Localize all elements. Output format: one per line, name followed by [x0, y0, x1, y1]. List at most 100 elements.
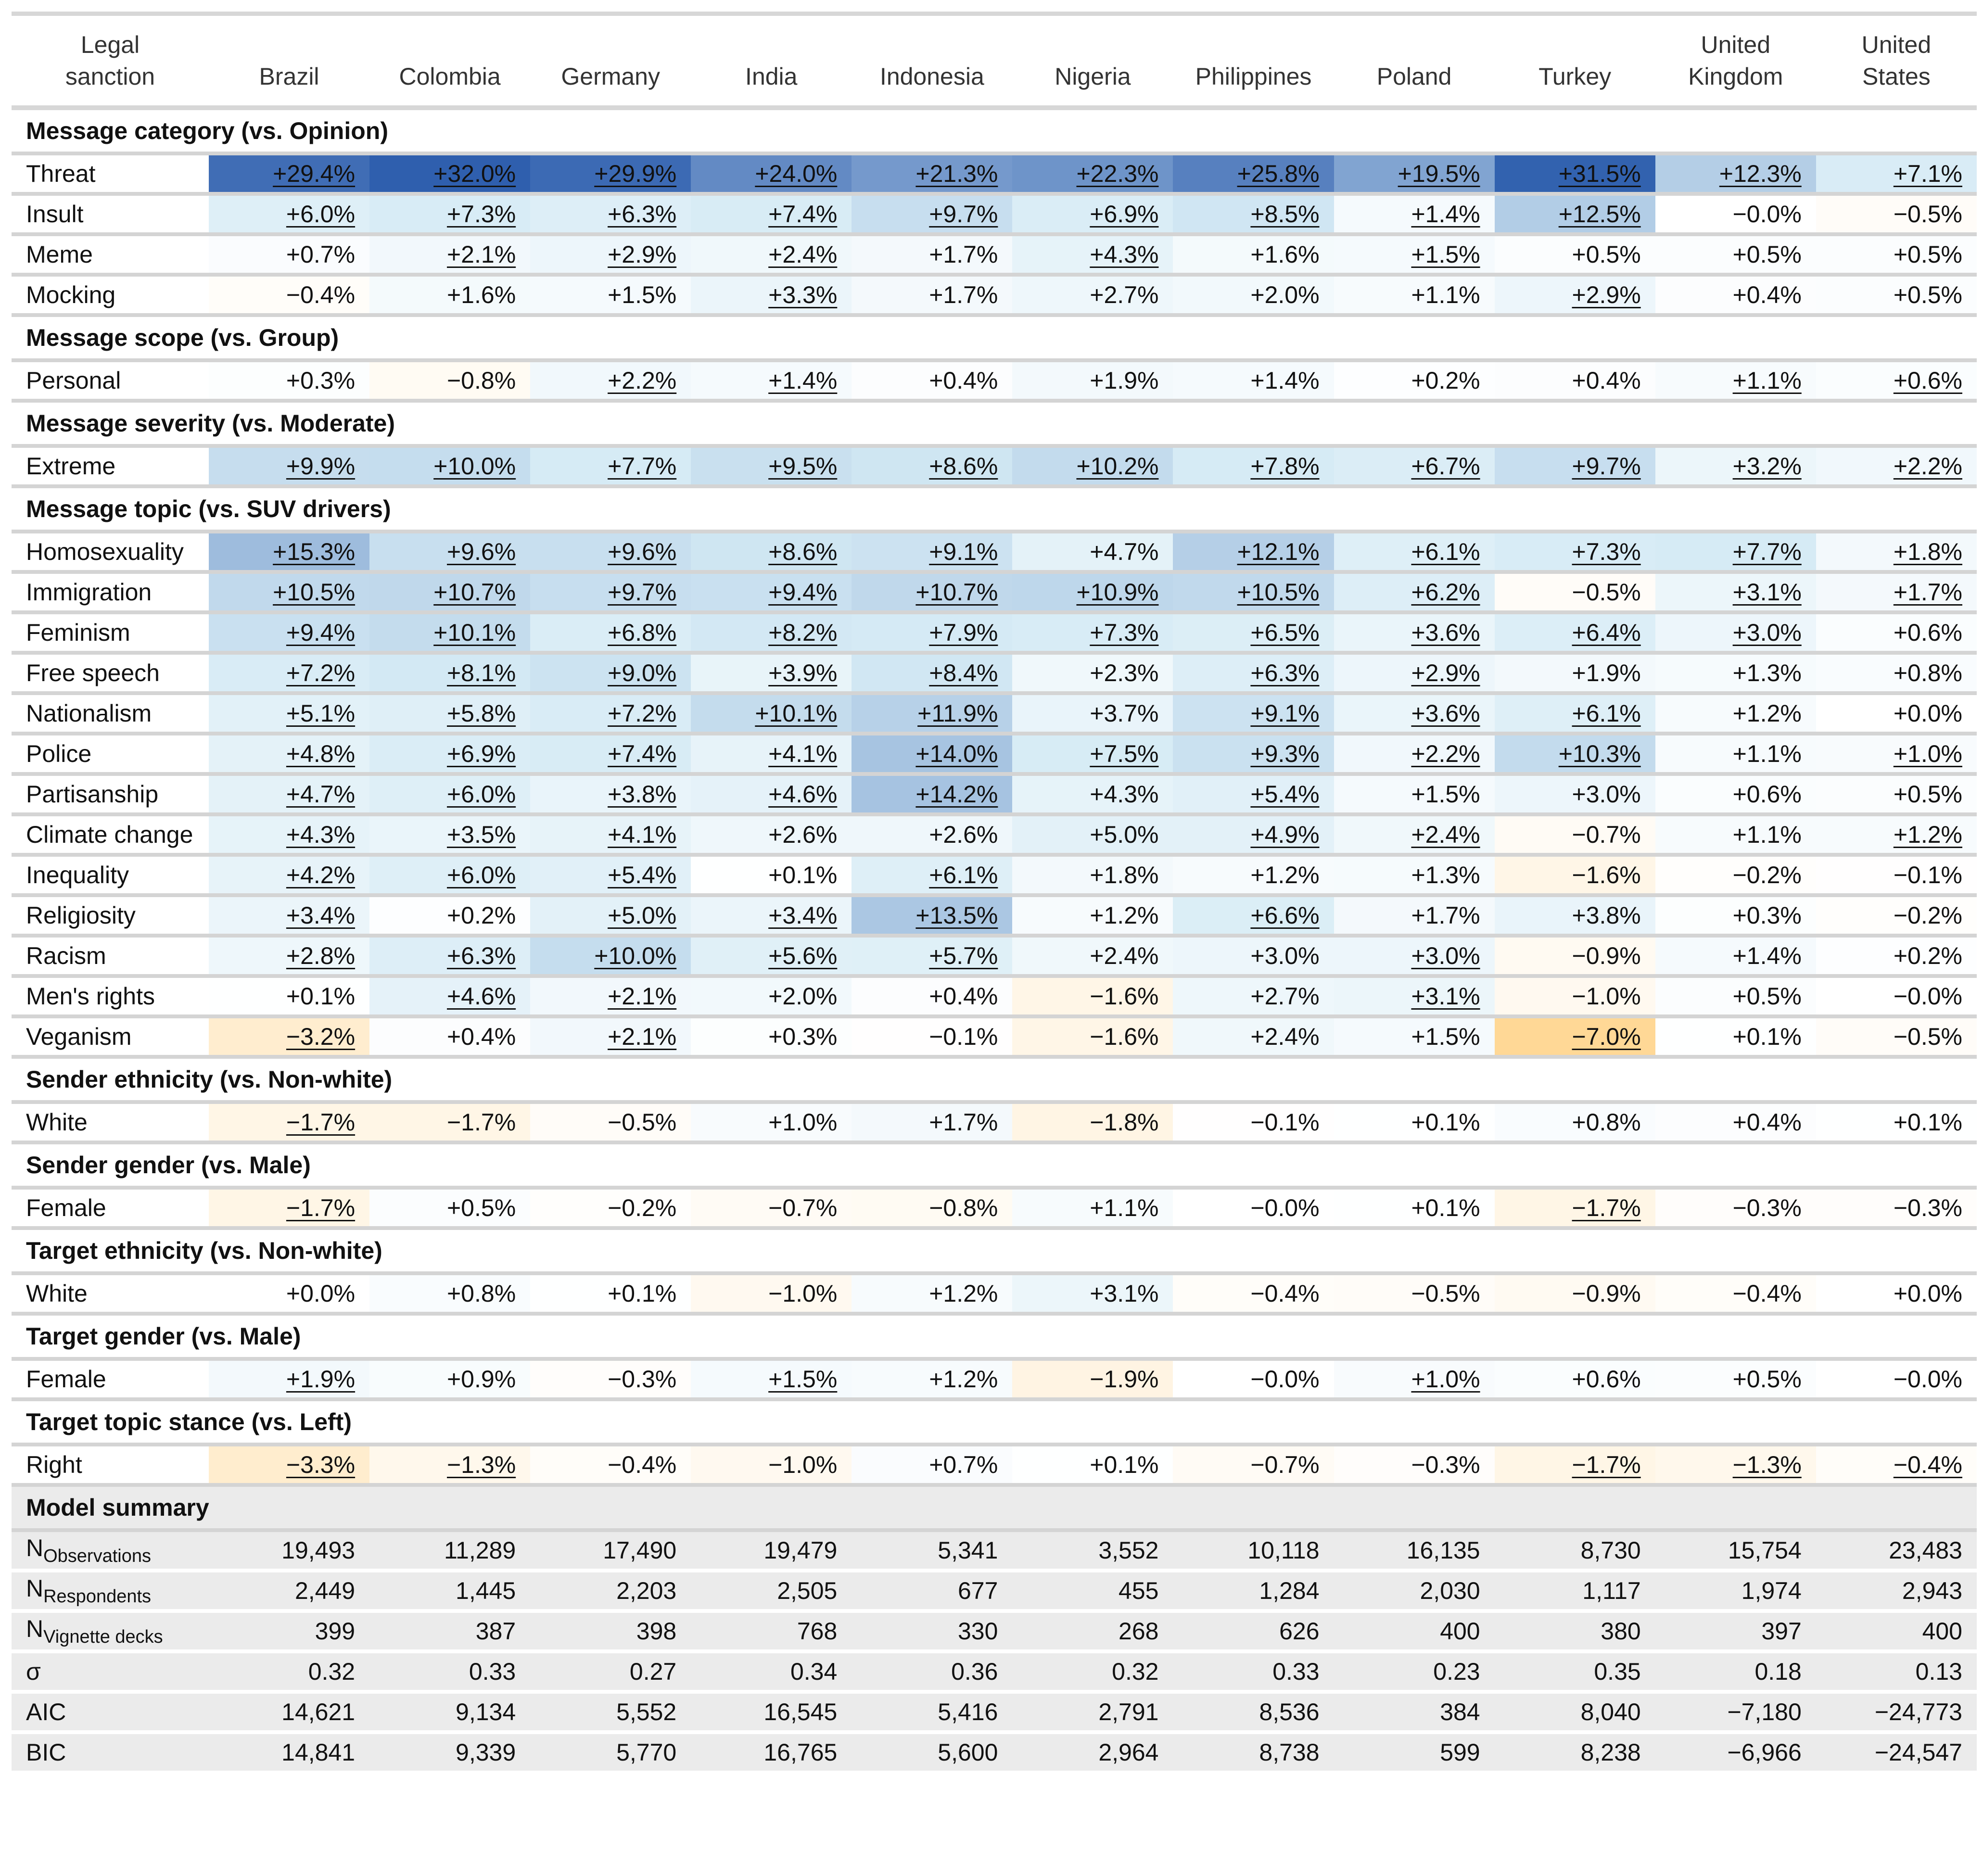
coef-value: −0.2%	[608, 1194, 677, 1221]
coef-cell: +10.0%	[530, 938, 691, 978]
coef-value: −1.6%	[1572, 862, 1641, 888]
coef-cell: −0.5%	[1816, 1018, 1977, 1059]
coef-value: +6.9%	[1090, 201, 1159, 228]
summary-value: −7,180	[1655, 1694, 1816, 1734]
summary-value: 0.18	[1655, 1653, 1816, 1694]
coef-cell: +0.5%	[1655, 978, 1816, 1018]
coef-value: −0.5%	[1572, 579, 1641, 606]
coef-cell: +0.4%	[1655, 277, 1816, 317]
coef-value: +2.0%	[1250, 281, 1320, 308]
coef-cell: −1.6%	[1012, 978, 1173, 1018]
summary-label-main: N	[26, 1615, 44, 1642]
coef-value: −1.7%	[286, 1109, 356, 1136]
coef-cell: −0.1%	[1173, 1104, 1334, 1144]
coef-cell: −0.1%	[852, 1018, 1013, 1059]
coef-value: +10.7%	[915, 579, 998, 606]
summary-value: −24,547	[1816, 1734, 1977, 1775]
coef-cell: +4.6%	[369, 978, 531, 1018]
coef-cell: +9.7%	[1494, 448, 1655, 488]
coef-cell: +8.6%	[691, 533, 852, 574]
coef-value: −1.9%	[1090, 1366, 1159, 1393]
summary-value: 10,118	[1173, 1532, 1334, 1572]
coef-cell: +9.7%	[530, 574, 691, 614]
coef-value: +0.5%	[1732, 241, 1802, 268]
coef-value: +14.2%	[915, 781, 998, 808]
coef-cell: −0.1%	[1816, 857, 1977, 897]
coef-cell: +4.2%	[209, 857, 370, 897]
coef-cell: −0.8%	[369, 362, 531, 403]
summary-value: 5,341	[852, 1532, 1013, 1572]
coef-value: +0.5%	[1893, 781, 1962, 808]
coef-cell: +0.4%	[852, 362, 1013, 403]
coef-value: +7.7%	[608, 453, 677, 480]
coef-value: +0.7%	[286, 241, 356, 268]
coef-cell: −0.5%	[1816, 196, 1977, 236]
coef-cell: −0.3%	[1334, 1446, 1495, 1487]
coef-value: +6.7%	[1411, 453, 1480, 480]
coef-value: +2.7%	[1250, 983, 1320, 1010]
coef-value: +6.6%	[1250, 902, 1320, 929]
summary-value: 0.33	[369, 1653, 531, 1694]
coef-value: −0.0%	[1893, 983, 1962, 1010]
coef-value: +25.8%	[1237, 160, 1320, 187]
coef-cell: +1.7%	[1334, 897, 1495, 938]
coef-cell: +7.5%	[1012, 735, 1173, 776]
coef-cell: +2.1%	[530, 978, 691, 1018]
summary-value: 387	[369, 1613, 531, 1653]
coef-value: −0.1%	[929, 1023, 998, 1050]
coef-value: +0.1%	[1732, 1023, 1802, 1050]
coef-value: −7.0%	[1572, 1023, 1641, 1050]
coef-cell: +6.9%	[369, 735, 531, 776]
coef-cell: +1.5%	[530, 277, 691, 317]
coef-cell: +24.0%	[691, 155, 852, 196]
row-label: Mocking	[12, 277, 209, 317]
coef-value: +0.3%	[1732, 902, 1802, 929]
coef-cell: +15.3%	[209, 533, 370, 574]
section-title: Message severity (vs. Moderate)	[12, 403, 1977, 448]
header-country: Philippines	[1173, 12, 1334, 110]
coef-cell: +1.2%	[1655, 695, 1816, 735]
coef-value: +3.7%	[1090, 700, 1159, 727]
coef-value: +3.4%	[286, 902, 356, 929]
coef-cell: +1.0%	[1334, 1361, 1495, 1401]
table-row: Climate change +4.3% +3.5% +4.1% +2.6% +2.6% +…	[12, 816, 1977, 857]
coef-cell: +9.6%	[369, 533, 531, 574]
coef-value: −1.7%	[446, 1109, 516, 1136]
header-country: India	[691, 12, 852, 110]
section-header-row: Message severity (vs. Moderate)	[12, 403, 1977, 448]
summary-value: 599	[1334, 1734, 1495, 1775]
coef-cell: +1.7%	[852, 277, 1013, 317]
coef-value: −0.5%	[1411, 1280, 1480, 1307]
row-label: Insult	[12, 196, 209, 236]
header-country: Poland	[1334, 12, 1495, 110]
coef-value: +6.2%	[1411, 579, 1480, 606]
coef-value: +0.4%	[929, 367, 998, 394]
summary-value: 0.33	[1173, 1653, 1334, 1694]
coef-cell: +2.4%	[1012, 938, 1173, 978]
coef-value: +2.4%	[768, 241, 838, 268]
summary-value: −24,773	[1816, 1694, 1977, 1734]
coef-cell: +31.5%	[1494, 155, 1655, 196]
coef-cell: +11.9%	[852, 695, 1013, 735]
coef-cell: +2.9%	[530, 236, 691, 277]
coef-cell: −0.2%	[530, 1190, 691, 1230]
coef-cell: −1.3%	[1655, 1446, 1816, 1487]
coef-cell: +0.1%	[1816, 1104, 1977, 1144]
coef-value: +1.9%	[286, 1366, 356, 1393]
coef-cell: +3.3%	[691, 277, 852, 317]
coef-value: +6.5%	[1250, 619, 1320, 646]
coef-value: +2.2%	[1411, 740, 1480, 767]
coef-value: +7.5%	[1090, 740, 1159, 767]
coef-cell: +3.9%	[691, 655, 852, 695]
coef-cell: +0.5%	[1494, 236, 1655, 277]
coef-cell: +0.6%	[1816, 614, 1977, 655]
coef-cell: +9.6%	[530, 533, 691, 574]
coef-value: +24.0%	[755, 160, 838, 187]
coef-cell: +1.9%	[209, 1361, 370, 1401]
coef-cell: +1.5%	[1334, 1018, 1495, 1059]
section-header-row: Sender gender (vs. Male)	[12, 1144, 1977, 1190]
coef-cell: +0.0%	[1816, 695, 1977, 735]
coef-cell: +10.7%	[852, 574, 1013, 614]
coef-value: +9.6%	[446, 538, 516, 565]
row-label: Inequality	[12, 857, 209, 897]
